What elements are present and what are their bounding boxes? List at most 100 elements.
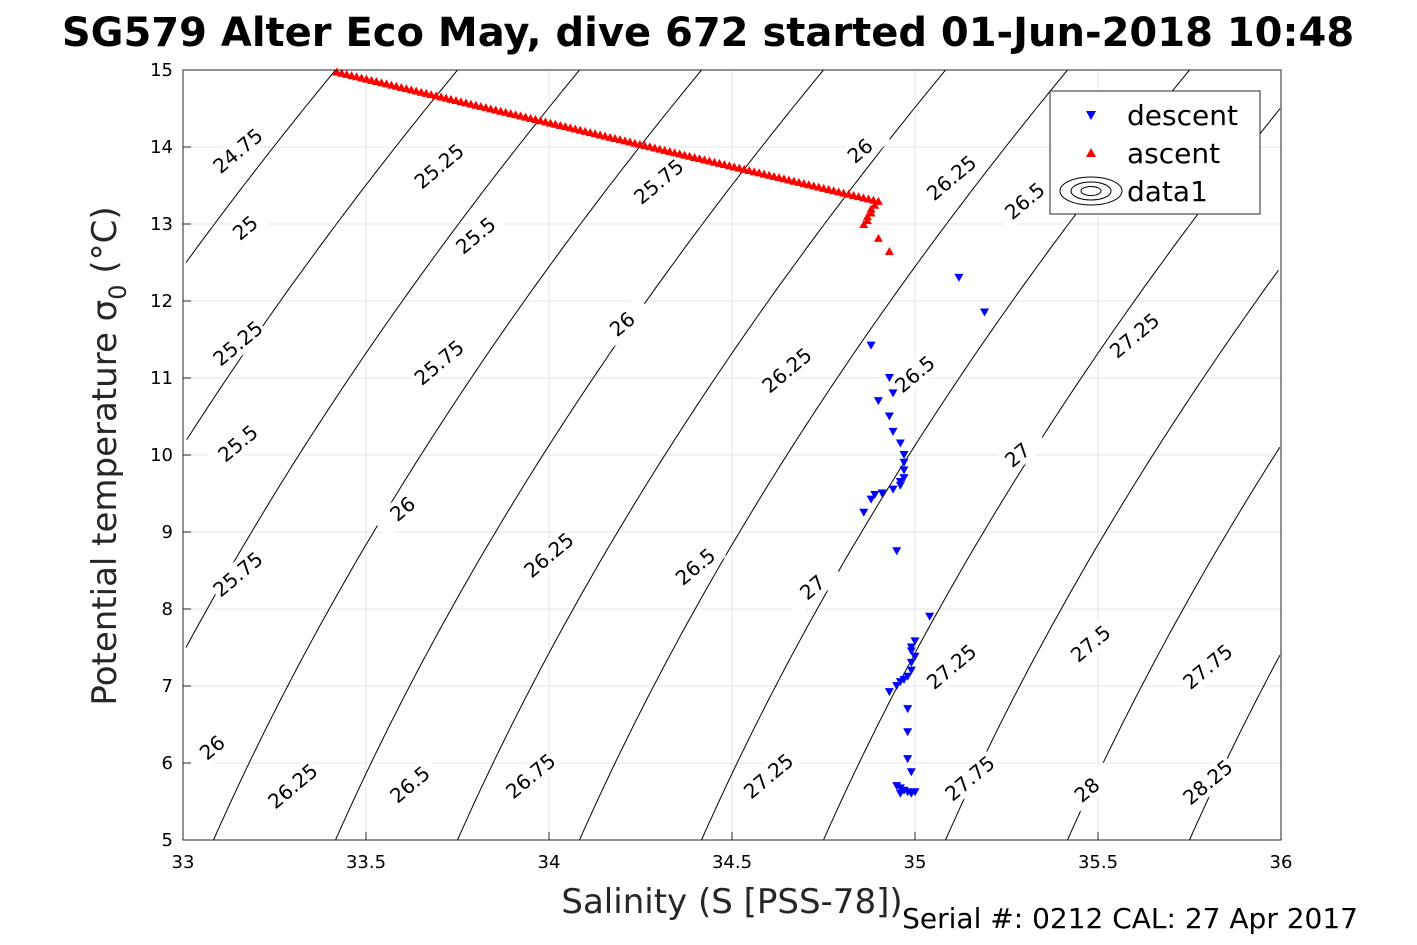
ascent-point [386, 80, 396, 89]
descent-point [895, 784, 905, 793]
ascent-point [866, 208, 876, 217]
ascent-point [491, 105, 501, 114]
descent-point [980, 308, 990, 317]
ascent-point [426, 90, 436, 99]
ascent-point [531, 115, 541, 124]
ascent-point [829, 186, 839, 195]
descent-point [899, 675, 909, 684]
ascent-point [406, 85, 416, 94]
contour-label-background [371, 480, 434, 538]
ascent-point [729, 162, 739, 171]
ascent-point [441, 93, 451, 102]
contour-label: 27.25 [739, 748, 798, 803]
y-tick-label: 10 [150, 445, 173, 466]
descent-point [873, 397, 883, 406]
descent-point [870, 491, 880, 500]
ascent-point [694, 154, 704, 163]
density-contour [945, 269, 1279, 841]
y-tick-label: 7 [162, 676, 173, 697]
descent-point [884, 374, 894, 382]
ascent-point [466, 99, 476, 108]
density-contour [213, 69, 702, 841]
contour-label-background [207, 122, 269, 180]
x-tick-label: 33.5 [346, 852, 386, 873]
descent-point [903, 755, 913, 764]
contour-label-background [781, 558, 844, 616]
x-tick-label: 36 [1270, 852, 1293, 873]
ascent-point [863, 194, 873, 203]
ascent-point [371, 77, 381, 86]
ascent-point [709, 157, 719, 166]
contour-label-background [1103, 307, 1166, 365]
ascent-point [834, 187, 844, 196]
contour-label: 27.25 [1105, 308, 1164, 363]
ascent-point [873, 233, 883, 242]
ascent-point [754, 168, 764, 177]
density-contour-labels: 24.752525.2525.525.752625.2525.525.75262… [181, 122, 1239, 819]
descent-point [859, 508, 869, 517]
descent-point [906, 658, 916, 667]
contour-label: 26.25 [757, 343, 816, 398]
ascent-point [526, 113, 536, 122]
ascent-point [839, 188, 849, 197]
density-contour [186, 69, 458, 440]
ascent-point [516, 111, 526, 120]
y-tick-label: 8 [162, 599, 173, 620]
ascent-point [774, 173, 784, 182]
ascent-point [416, 87, 426, 96]
ascent-point [376, 78, 386, 87]
ascent-point [744, 166, 754, 175]
ascent-point [337, 68, 347, 77]
contour-label-background [664, 538, 727, 596]
contour-label-background [214, 199, 276, 257]
ascent-point [590, 129, 600, 138]
ascent-point [481, 103, 491, 112]
y-axis-ticks: 5 6 7 8 9 10 11 12 13 14 15 [150, 60, 191, 851]
descent-point [888, 427, 898, 436]
contour-label-background [1177, 753, 1239, 811]
ascent-point [675, 149, 685, 158]
contour-label: 25.75 [629, 154, 688, 209]
ascent-point [451, 96, 461, 105]
contour-label: 27.75 [940, 751, 999, 806]
ascent-point [565, 123, 575, 132]
contour-label-background [518, 526, 580, 584]
ascent-point [859, 220, 869, 228]
ascent-point [655, 144, 665, 153]
ascent-point [411, 86, 421, 95]
serial-cal-footer: Serial #: 0212 CAL: 27 Apr 2017 [902, 902, 1358, 935]
ascent-point [560, 122, 570, 131]
y-tick-label: 9 [162, 522, 173, 543]
ascent-point [545, 118, 555, 127]
ascent-point [759, 169, 769, 178]
descent-point [910, 637, 920, 646]
ascent-point [535, 116, 545, 125]
ascent-point [600, 131, 610, 140]
x-tick-label: 35 [904, 852, 927, 873]
descent-point [895, 789, 905, 798]
ascent-point [779, 174, 789, 183]
ascent-point [799, 179, 809, 188]
legend-contour-icon [1059, 176, 1123, 206]
ascent-point [421, 88, 431, 97]
ascent-point [665, 147, 675, 156]
descent-point [888, 389, 898, 398]
contour-label-background [1177, 638, 1239, 696]
ascent-point [714, 158, 724, 167]
y-tick-label: 13 [150, 214, 173, 235]
descent-point [906, 768, 916, 777]
ascent-point [521, 112, 531, 121]
descent-point [910, 788, 920, 797]
contour-label-background [994, 172, 1056, 230]
descent-point [888, 485, 898, 494]
ascent-point [511, 110, 521, 119]
ascent-point [724, 161, 734, 170]
density-contour [1189, 654, 1281, 841]
ascent-point [471, 100, 481, 109]
ascent-point [580, 126, 590, 135]
contour-label-background [829, 122, 891, 180]
ascent-point [391, 81, 401, 90]
ascent-point [699, 155, 709, 164]
contour-label-background [207, 414, 269, 472]
ascent-point [690, 152, 700, 161]
